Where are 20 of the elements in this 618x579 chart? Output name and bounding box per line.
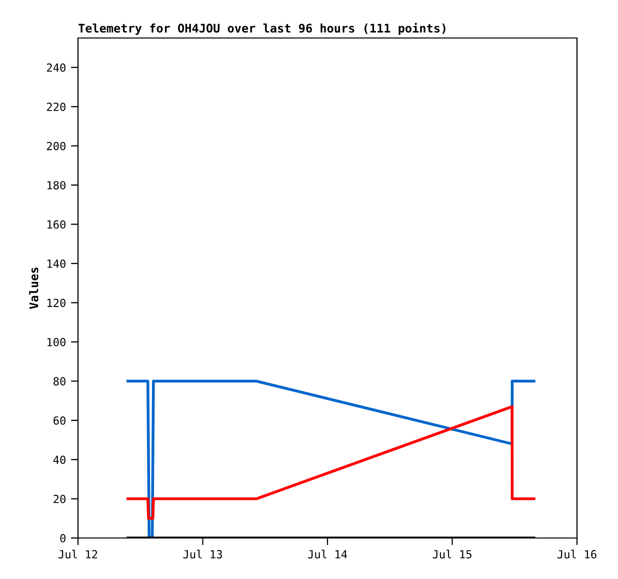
y-tick-label: 180: [47, 181, 66, 190]
y-tick-label: 80: [54, 377, 66, 386]
y-tick-label: 160: [47, 220, 66, 229]
y-tick-label: 240: [46, 63, 66, 72]
x-tick-label: Jul 12: [58, 550, 98, 558]
y-tick-label: 20: [54, 494, 66, 504]
y-axis-title: Values: [29, 268, 38, 309]
y-tick-label: 120: [47, 298, 66, 308]
y-tick-label: 40: [53, 456, 66, 464]
x-tick-label: Jul 15: [432, 550, 472, 558]
y-tick-label: 60: [54, 416, 66, 425]
y-tick-label: 140: [47, 259, 66, 268]
x-tick-label: Jul 14: [308, 550, 348, 558]
y-tick-label: 200: [46, 142, 66, 150]
chart-title: Telemetry for OH4JOU over last 96 hours (111 points): [78, 22, 446, 35]
y-tick-label: 100: [47, 338, 66, 346]
x-tick-label: Jul 16: [558, 550, 596, 558]
y-tick-label: 0: [60, 534, 66, 542]
x-tick-label: Jul 13: [183, 550, 222, 558]
y-tick-label: 220: [46, 102, 66, 112]
